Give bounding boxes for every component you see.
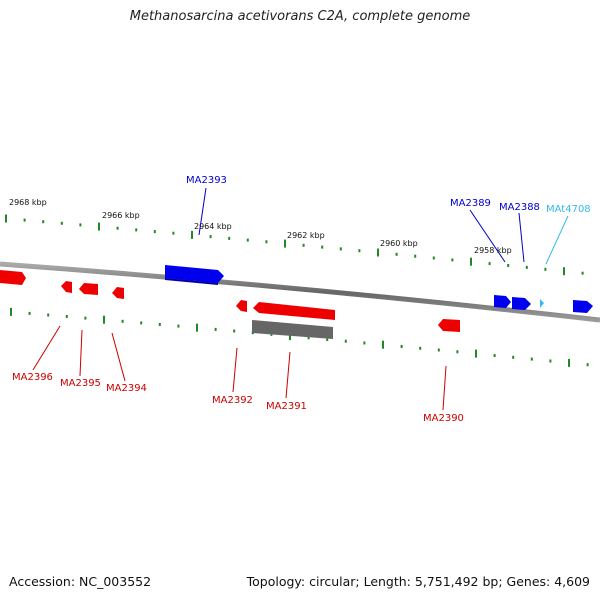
- callout-line: [518, 212, 525, 263]
- kbp-label: 2968 kbp: [9, 198, 47, 207]
- callout-line: [32, 325, 61, 371]
- gene-ma2389[interactable]: [494, 295, 511, 308]
- label-ma2388[interactable]: MA2388: [499, 202, 540, 213]
- callout-line: [469, 209, 506, 263]
- label-ma2395[interactable]: MA2395: [60, 378, 101, 389]
- label-ma2390[interactable]: MA2390: [423, 413, 464, 424]
- gene-mat4708[interactable]: [540, 299, 544, 308]
- gene-ma2388[interactable]: [512, 297, 531, 310]
- genome-summary-text: Topology: circular; Length: 5,751,492 bp…: [246, 574, 590, 589]
- kbp-label: 2958 kbp: [474, 246, 512, 255]
- label-ma2394[interactable]: MA2394: [106, 383, 147, 394]
- label-ma2389[interactable]: MA2389: [450, 198, 491, 209]
- kbp-label: 2962 kbp: [287, 231, 325, 240]
- label-ma2396[interactable]: MA2396: [12, 372, 53, 383]
- genome-backbone: [0, 261, 600, 323]
- outer-tick-ring: [5, 214, 584, 276]
- label-ma2392[interactable]: MA2392: [212, 395, 253, 406]
- label-ma2391[interactable]: MA2391: [266, 401, 307, 412]
- kbp-label: 2960 kbp: [380, 239, 418, 248]
- callout-line: [285, 351, 291, 399]
- gene-ma2392[interactable]: [236, 300, 247, 312]
- gene-ma2396[interactable]: [61, 281, 72, 293]
- callout-line: [545, 215, 569, 265]
- callout-line: [198, 187, 207, 236]
- gene-ma2395[interactable]: [79, 283, 98, 295]
- callout-line: [232, 347, 238, 393]
- gene-ma2393[interactable]: [165, 265, 224, 283]
- gene-right-blue[interactable]: [573, 300, 593, 313]
- kbp-label: 2964 kbp: [194, 222, 232, 231]
- map-title: Methanosarcina acetivorans C2A, complete…: [129, 9, 471, 24]
- gene-shadow: [165, 278, 218, 285]
- callout-line: [442, 365, 447, 411]
- gene-ma2390[interactable]: [438, 319, 460, 332]
- accession-text: Accession: NC_003552: [9, 574, 152, 589]
- gene-pseudo[interactable]: [252, 320, 333, 339]
- label-ma2393[interactable]: MA2393: [186, 175, 227, 186]
- gene-ma2391[interactable]: [253, 302, 335, 320]
- inner-tick-ring: [10, 307, 589, 367]
- gene-ma2394[interactable]: [112, 287, 124, 299]
- gene-ma2396-left[interactable]: [0, 270, 26, 285]
- label-mat4708[interactable]: MAt4708: [546, 204, 591, 215]
- callout-line: [111, 332, 126, 382]
- kbp-label: 2966 kbp: [102, 211, 140, 220]
- callout-line: [79, 329, 83, 377]
